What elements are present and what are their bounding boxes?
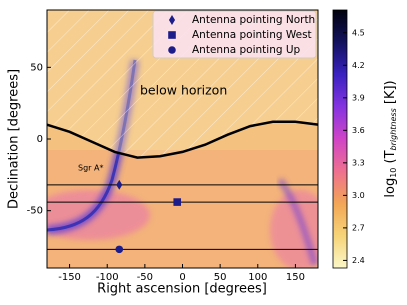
x-tick-label: -150 — [58, 272, 81, 283]
colorbar-label-part: 10 — [389, 168, 398, 178]
y-axis-label: Declination [degrees] — [7, 69, 22, 209]
y-tick-label: 0 — [37, 134, 43, 145]
legend-label: Antenna pointing Up — [192, 44, 301, 56]
marker — [168, 31, 176, 39]
colorbar-label: log10 (Tbrightness [K]) — [383, 80, 398, 197]
marker — [116, 179, 123, 190]
plot-area — [46, 120, 319, 254]
y-tick-label: 50 — [30, 62, 43, 73]
colorbar-label-part: log — [383, 178, 398, 198]
marker — [173, 198, 182, 206]
colorbar-tick-label: 3.0 — [352, 191, 365, 200]
x-tick-label: -100 — [96, 272, 119, 283]
colorbar-label-part: brightness — [389, 108, 398, 150]
marker — [168, 46, 176, 54]
legend: Antenna pointing North Antenna pointing W… — [168, 14, 315, 56]
colorbar-tick-label: 4.5 — [352, 28, 365, 37]
annotation: below horizon — [140, 83, 227, 98]
horizon-line — [46, 120, 319, 159]
legend-label: Antenna pointing North — [192, 14, 315, 26]
colorbar-tick-label: 3.9 — [352, 93, 365, 102]
y-tick-label: -50 — [27, 206, 43, 217]
x-axis-label: Right ascension [degrees] — [97, 282, 267, 297]
x-tick-label: 100 — [248, 272, 267, 283]
legend-box — [152, 10, 317, 59]
x-tick-label: 50 — [214, 272, 227, 283]
colorbar-tick-label: 3.3 — [352, 158, 365, 167]
colorbar-tick-label: 2.7 — [352, 223, 365, 232]
x-tick-label: 150 — [286, 272, 305, 283]
colorbar-label-part: (T — [383, 150, 398, 167]
colorbar-label-part: [K]) — [383, 80, 398, 108]
x-tick-label: -50 — [137, 272, 153, 283]
colorbar-tick-label: 3.6 — [352, 126, 365, 135]
annotation: Sgr A* — [78, 164, 103, 173]
marker — [115, 245, 124, 254]
legend-label: Antenna pointing West — [192, 29, 312, 41]
x-tick-label: 0 — [179, 272, 185, 283]
colorbar-tick-label: 4.2 — [352, 61, 365, 70]
marker — [168, 15, 176, 25]
colorbar — [332, 9, 348, 269]
colorbar-tick-label: 2.4 — [352, 256, 365, 265]
